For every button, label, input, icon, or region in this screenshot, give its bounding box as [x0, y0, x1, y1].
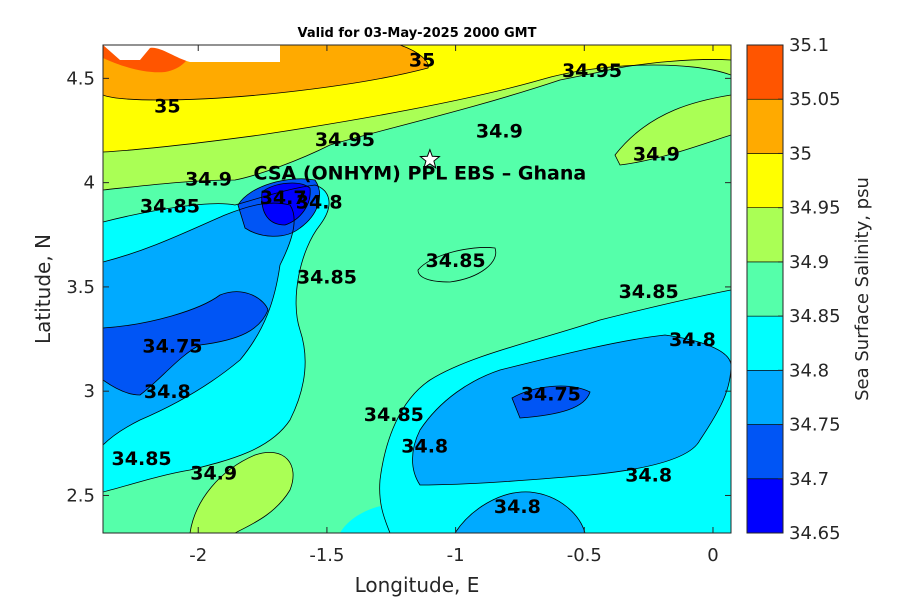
contour-line-34.85-west: [103, 184, 330, 493]
colorbar-segment: [746, 424, 784, 480]
colorbar-segment: [746, 98, 784, 154]
contour-label: 34.8: [625, 465, 672, 487]
x-tick-label: 0: [707, 545, 718, 566]
contour-line-34.75-southeast: [511, 385, 591, 419]
contour-label: 34.9: [633, 143, 680, 165]
colorbar-tick-label: 34.9: [789, 252, 829, 273]
contour-label: 34.8: [296, 191, 343, 213]
contour-line-34.75-north: [237, 178, 320, 237]
site-label: CSA (ONHYM) PPL EBS – Ghana: [254, 163, 587, 185]
contour-label: 34.85: [426, 250, 486, 272]
x-tick-label: -2: [189, 545, 207, 566]
contour-line-34.8-southeast: [412, 334, 731, 486]
contour-line-34.7-north: [261, 182, 311, 226]
y-tick-label: 4: [84, 173, 95, 194]
contour-line-34.8-west: [103, 202, 295, 446]
contour-line-34.85-southeast: [379, 289, 731, 533]
contour-fill-layer: [103, 45, 731, 533]
y-tick-label: 3: [84, 381, 95, 402]
contour-label: 34.85: [297, 266, 357, 288]
contour-label: 34.9: [190, 463, 237, 485]
chart-title: Valid for 03-May-2025 2000 GMT: [298, 26, 537, 41]
contour-label: 34.75: [521, 383, 581, 405]
contour-line-35: [103, 45, 429, 101]
contour-region-34.7-34.75-west: [103, 291, 268, 395]
plot-area-frame: [102, 44, 732, 534]
x-tick-label: -1.5: [309, 545, 344, 566]
contour-label: 34.85: [112, 448, 172, 470]
colorbar-tick-label: 34.7: [789, 469, 829, 490]
colorbar-segment: [746, 478, 784, 534]
colorbar-segment: [746, 315, 784, 371]
site-marker: CSA (ONHYM) PPL EBS – Ghana: [254, 148, 587, 185]
colorbar: 34.65 34.7 34.75 34.8 34.85 34.9 34.95 35 35.05 3…: [746, 35, 841, 544]
colorbar-segment: [746, 44, 784, 100]
contour-label: 35: [409, 50, 435, 72]
contour-label: 34.8: [401, 435, 448, 457]
colorbar-segment: [746, 370, 784, 425]
x-axis-label: Longitude, E: [355, 573, 480, 597]
colorbar-tick-label: 34.65: [789, 523, 841, 544]
contour-line-34.9-southwest: [189, 452, 294, 533]
contour-line-34.85-island: [417, 247, 497, 283]
contour-region-34.75-34.8-southeast: [412, 335, 731, 485]
contour-line-34.75-west: [103, 291, 269, 396]
contour-line-layer: [103, 45, 731, 533]
star-icon: [419, 148, 441, 169]
contour-label: 34.85: [140, 196, 200, 218]
colorbar-segment: [746, 207, 784, 263]
colorbar-tick-label: 35.1: [789, 35, 829, 56]
colorbar-tick-label: 34.85: [789, 306, 841, 327]
y-tick-label: 3.5: [66, 277, 95, 298]
contour-label: 34.85: [364, 404, 424, 426]
colorbar-segment: [746, 261, 784, 317]
contour-label: 34.95: [315, 129, 375, 151]
contour-region-34.9-34.95: [103, 59, 731, 190]
x-tick-label: -0.5: [567, 545, 602, 566]
contour-label: 34.95: [562, 60, 622, 82]
contour-label: 34.9: [476, 121, 523, 143]
contour-region-34.75-34.8-south: [455, 491, 585, 533]
contour-region-above-35.1: [103, 45, 280, 62]
contour-label: 34.8: [144, 381, 191, 403]
colorbar-tick-label: 34.75: [789, 415, 841, 436]
colorbar-frame: [746, 44, 784, 534]
x-tick-label: -1: [447, 545, 465, 566]
contour-region-34.85-34.9-island: [418, 247, 496, 282]
contour-region-34.7-34.75-southeast: [512, 386, 590, 418]
colorbar-tick-label: 34.95: [789, 198, 841, 219]
contour-line-34.8-south: [454, 491, 586, 533]
colorbar-tick-label: 35: [789, 143, 812, 164]
contour-label: 35: [154, 95, 180, 117]
y-tick-label: 2.5: [66, 485, 95, 506]
x-axis: -2 -1.5 -1 -0.5 0: [189, 45, 719, 566]
contour-label: 34.8: [669, 329, 716, 351]
contour-region-34.9-34.95-southwest: [190, 452, 294, 533]
contour-label: 34.85: [619, 281, 679, 303]
contour-label: 34.75: [142, 335, 202, 357]
colorbar-segment: [746, 153, 784, 208]
contour-line-34.9: [103, 59, 731, 191]
contour-label: 34.9: [185, 168, 232, 190]
contour-line-34.95: [103, 64, 731, 153]
y-axis: 2.5 3 3.5 4 4.5: [66, 68, 731, 506]
colorbar-tick-label: 34.8: [789, 360, 829, 381]
contour-label: 34.8: [494, 496, 541, 518]
contour-label: 34.7: [260, 187, 307, 209]
contour-line-34.9-east: [614, 94, 731, 166]
colorbar-label: Sea Surface Salinity, psu: [852, 177, 873, 401]
y-axis-label: Latitude, N: [31, 234, 55, 344]
colorbar-tick-label: 35.05: [789, 89, 841, 110]
y-tick-label: 4.5: [66, 68, 95, 89]
contour-region-34.8-34.85-south-edge: [340, 504, 440, 533]
